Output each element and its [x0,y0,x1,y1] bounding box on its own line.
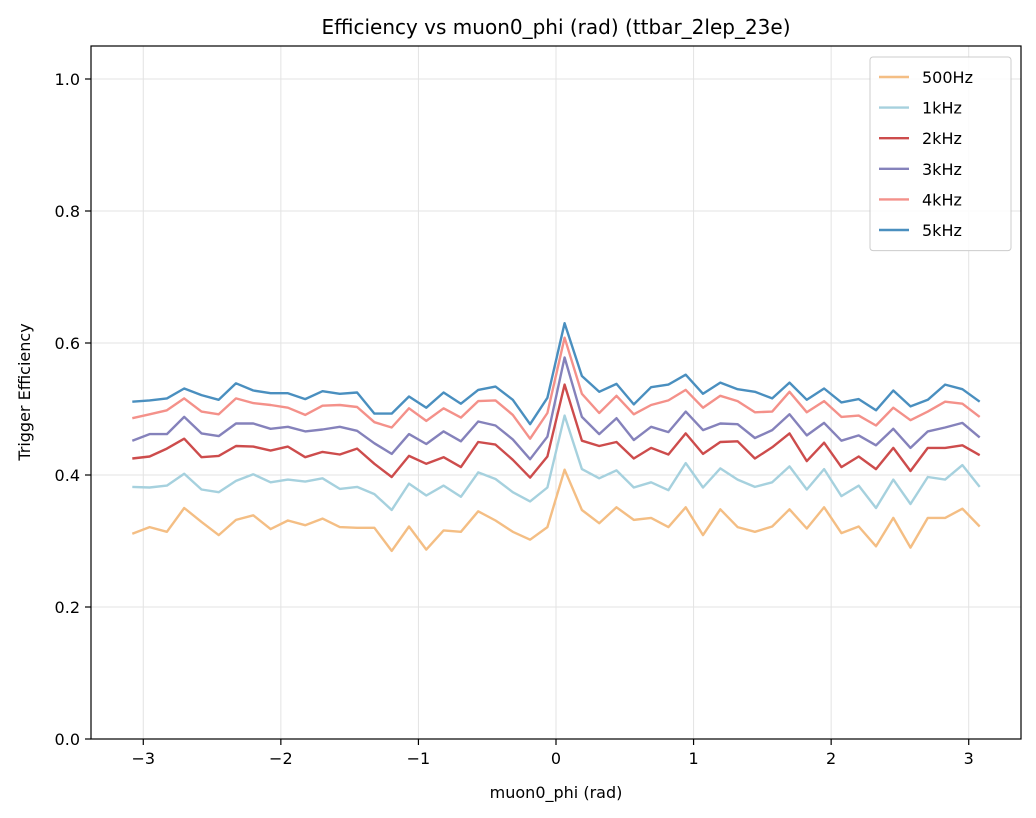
x-axis-ticks: −3 −2 −1 0 1 2 3 [131,739,974,768]
series-lines [131,322,981,553]
y-tick-label: 0.8 [55,202,80,221]
y-tick-label: 0.0 [55,730,80,749]
legend-label-5kHz: 5kHz [922,221,962,240]
x-tick-label: 3 [964,749,974,768]
x-tick-label: 1 [688,749,698,768]
y-tick-label: 1.0 [55,70,80,89]
y-tick-label: 0.4 [55,466,80,485]
y-axis-label: Trigger Efficiency [15,323,34,461]
series-line-3kHz [131,356,981,461]
x-tick-label: 2 [826,749,836,768]
legend-label-2kHz: 2kHz [922,129,962,148]
chart-title: Efficiency vs muon0_phi (rad) (ttbar_2le… [321,15,790,39]
legend-label-500Hz: 500Hz [922,68,973,87]
x-axis-label: muon0_phi (rad) [490,783,623,803]
x-tick-label: −1 [407,749,431,768]
legend-label-4kHz: 4kHz [922,190,962,209]
x-tick-label: −3 [131,749,155,768]
series-line-4kHz [132,336,981,440]
series-line-1kHz [132,414,981,512]
series-line-2kHz [132,383,981,479]
series-line-5kHz [132,322,981,426]
y-axis-ticks: 0.0 0.2 0.4 0.6 0.8 1.0 [55,70,91,749]
y-tick-label: 0.2 [55,598,80,617]
legend: 500Hz 1kHz 2kHz 3kHz 4kHz 5kHz [869,56,1012,252]
x-tick-label: 0 [551,749,561,768]
y-tick-label: 0.6 [55,334,80,353]
series-line-500Hz [131,468,981,553]
legend-box [869,56,1012,252]
x-tick-label: −2 [269,749,293,768]
legend-label-1kHz: 1kHz [922,99,962,118]
legend-label-3kHz: 3kHz [922,160,962,179]
